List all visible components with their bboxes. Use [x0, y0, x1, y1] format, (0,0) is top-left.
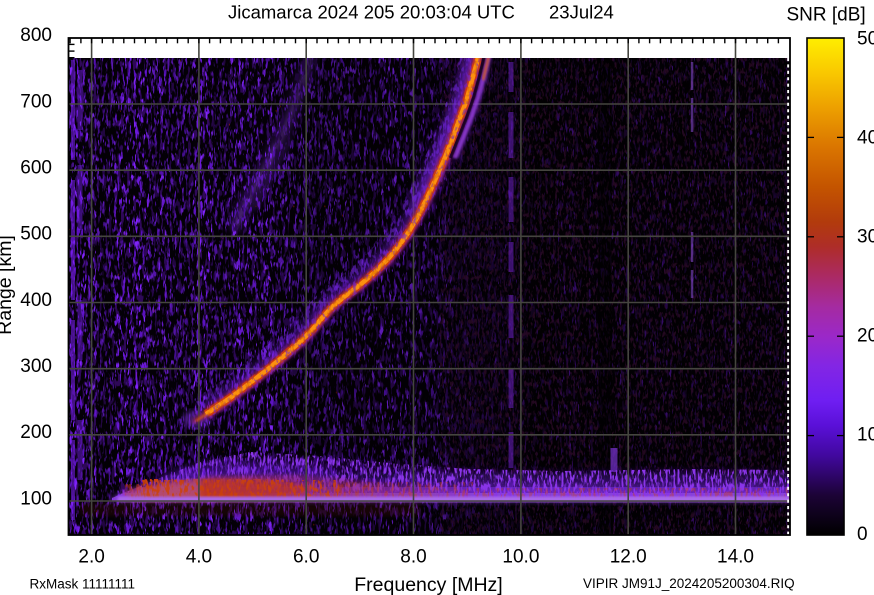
svg-text:500: 500: [20, 224, 52, 245]
svg-text:40: 40: [857, 127, 874, 148]
svg-text:2.0: 2.0: [78, 547, 104, 568]
svg-text:Frequency [MHz]: Frequency [MHz]: [354, 574, 502, 595]
svg-text:300: 300: [20, 356, 52, 377]
svg-text:4.0: 4.0: [186, 547, 212, 568]
svg-text:8.0: 8.0: [400, 547, 426, 568]
svg-text:10.0: 10.0: [502, 547, 539, 568]
svg-text:0: 0: [857, 524, 868, 545]
svg-text:100: 100: [20, 488, 52, 509]
svg-text:Jicamarca 2024 205 20:03:04 UT: Jicamarca 2024 205 20:03:04 UTC: [228, 2, 515, 23]
svg-text:700: 700: [20, 91, 52, 112]
svg-text:800: 800: [20, 25, 52, 46]
svg-text:600: 600: [20, 158, 52, 179]
svg-text:50: 50: [857, 28, 874, 49]
svg-text:200: 200: [20, 422, 52, 443]
svg-text:14.0: 14.0: [717, 547, 754, 568]
svg-text:RxMask 11111111: RxMask 11111111: [30, 577, 136, 592]
svg-text:VIPIR JM91J_2024205200304.RIQ: VIPIR JM91J_2024205200304.RIQ: [583, 576, 795, 591]
svg-text:23Jul24: 23Jul24: [549, 2, 614, 23]
svg-text:Range [km]: Range [km]: [0, 235, 16, 335]
svg-text:30: 30: [857, 227, 874, 248]
svg-text:20: 20: [857, 326, 874, 347]
svg-text:12.0: 12.0: [610, 547, 647, 568]
svg-text:10: 10: [857, 425, 874, 446]
svg-text:6.0: 6.0: [293, 547, 319, 568]
svg-text:400: 400: [20, 290, 52, 311]
svg-text:SNR [dB]: SNR [dB]: [787, 5, 866, 26]
